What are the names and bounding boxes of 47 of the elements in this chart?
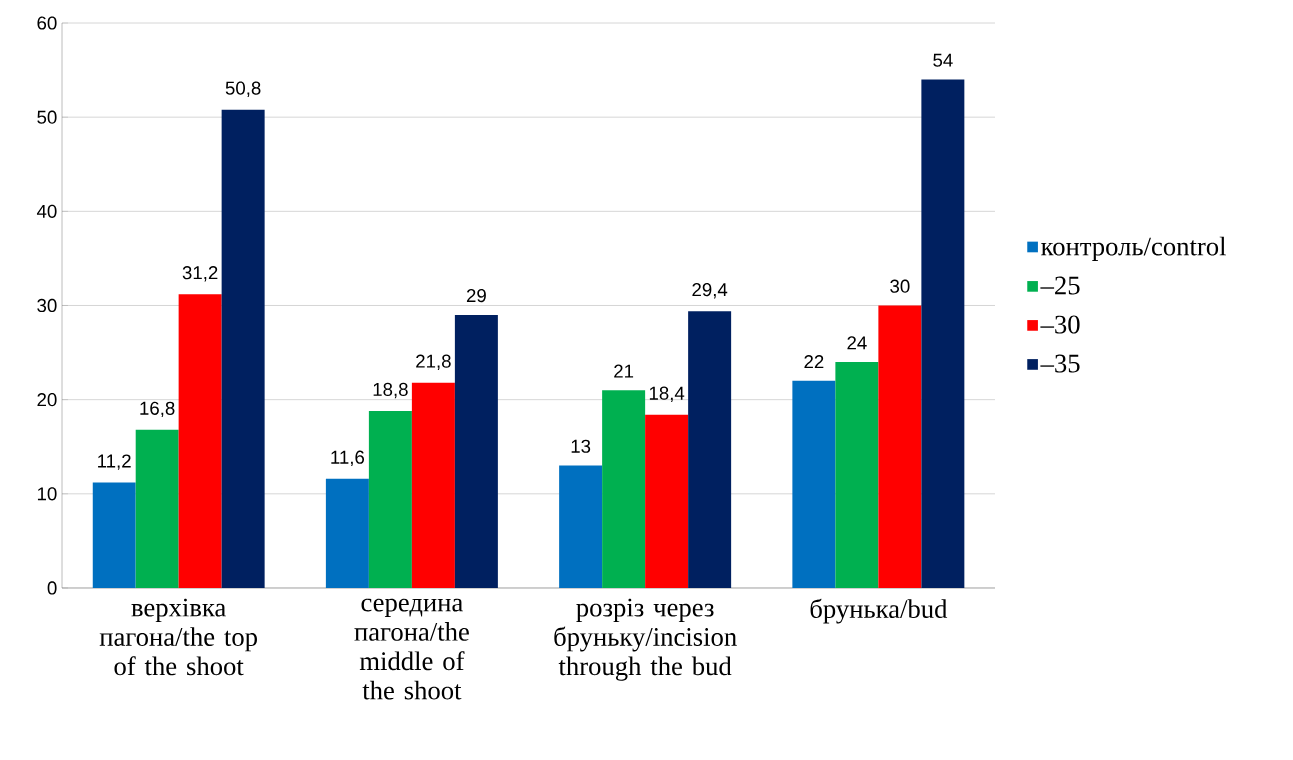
bar [454, 314, 498, 588]
data-label: 13 [571, 439, 591, 453]
bar [92, 482, 136, 588]
data-label: 21,8 [416, 354, 451, 370]
y-tick-label: 0 [47, 581, 57, 595]
y-tick-label: 50 [37, 110, 57, 124]
data-label: 29,4 [692, 283, 728, 299]
legend-label: –25 [1040, 276, 1080, 295]
bar [221, 109, 265, 588]
data-label: 30 [890, 279, 910, 293]
bar [559, 465, 603, 588]
bar [688, 311, 732, 588]
y-tick-label: 20 [37, 393, 57, 407]
data-label: 24 [847, 336, 867, 350]
x-tick-label: брунька/bud [810, 598, 948, 624]
data-label: 16,8 [140, 401, 175, 418]
bar [178, 294, 222, 588]
data-label: 11,2 [98, 454, 131, 470]
x-tick-label: середина пагона/the middle of the shoot [354, 598, 469, 700]
bar [411, 382, 455, 588]
bar [368, 410, 412, 588]
legend-label: контроль/control [1041, 236, 1226, 261]
bar [135, 429, 179, 588]
data-label: 31,2 [182, 266, 218, 282]
legend-label: –35 [1040, 354, 1080, 373]
data-label: 11,6 [331, 450, 365, 467]
y-tick-label: 40 [36, 204, 57, 218]
x-tick-label: розріз через бруньку/incision through the bud [554, 598, 737, 681]
x-tick-label: верхівка пагона/the top of the shoot [99, 598, 257, 676]
legend-label: –30 [1040, 315, 1080, 334]
y-tick-label: 30 [37, 298, 57, 313]
data-label: 22 [804, 355, 824, 369]
data-label: 29 [466, 288, 486, 303]
data-label: 18,8 [373, 382, 408, 399]
y-tick-label: 60 [37, 16, 57, 30]
bar [878, 305, 922, 588]
data-label: 50,8 [225, 81, 261, 97]
bar [835, 361, 879, 588]
bar [645, 414, 689, 588]
bar [602, 390, 646, 588]
data-label: 21 [614, 364, 634, 378]
bar [921, 79, 965, 588]
bar [325, 478, 369, 588]
y-tick-label: 10 [37, 487, 57, 501]
data-label: 18,4 [649, 386, 685, 403]
data-label: 54 [933, 53, 953, 67]
bar [792, 380, 836, 588]
